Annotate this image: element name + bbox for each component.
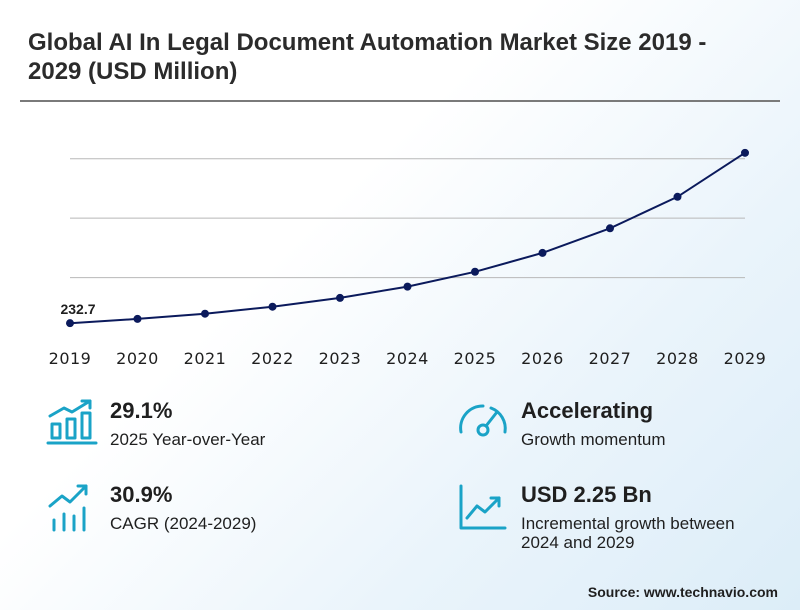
data-point (133, 314, 142, 323)
metric-cagr-label: CAGR (2024-2029) (110, 514, 257, 533)
data-label: 232.7 (60, 301, 95, 317)
chart-title: Global AI In Legal Document Automation M… (28, 29, 707, 85)
trend-bars-icon (48, 484, 88, 532)
x-tick-label: 2022 (251, 349, 294, 368)
x-tick-label: 2024 (386, 349, 429, 368)
series-line (69, 151, 746, 325)
metric-yoy-value: 29.1% (110, 398, 173, 423)
line-chart: 2019 2020 2021 2022 2023 2024 2025 2026 2027 2028… (49, 148, 767, 368)
x-tick-label: 2019 (49, 349, 92, 368)
x-tick-label: 2025 (454, 349, 497, 368)
metric-cagr-value: 30.9% (110, 482, 173, 507)
data-point (403, 282, 412, 291)
source-credit: Source: www.technavio.com (587, 584, 778, 600)
speedometer-icon (459, 404, 507, 437)
line-chart-up-icon (459, 484, 507, 530)
x-tick-label: 2028 (656, 349, 699, 368)
data-point (268, 302, 277, 311)
x-tick-label: 2021 (184, 349, 227, 368)
metric-momentum-label: Growth momentum (521, 430, 666, 449)
x-tick-label: 2020 (116, 349, 159, 368)
metric-incremental-value: USD 2.25 Bn (521, 482, 652, 507)
x-tick-label: 2027 (589, 349, 632, 368)
data-point (673, 192, 682, 201)
title-divider (20, 100, 780, 102)
data-point (471, 267, 479, 276)
data-point (201, 309, 209, 318)
data-point (336, 293, 344, 302)
data-point (606, 224, 614, 233)
x-tick-label: 2026 (521, 349, 564, 368)
data-point (66, 319, 74, 328)
metric-yoy-label: 2025 Year-over-Year (110, 430, 266, 449)
data-point (741, 148, 749, 157)
x-tick-label: 2023 (319, 349, 362, 368)
x-tick-label: 2029 (724, 349, 767, 368)
data-point (538, 248, 547, 257)
bar-chart-growth-icon (46, 399, 98, 445)
metric-momentum-value: Accelerating (521, 398, 654, 423)
metric-incremental-label: Incremental growth between 2024 and 2029 (521, 514, 735, 552)
